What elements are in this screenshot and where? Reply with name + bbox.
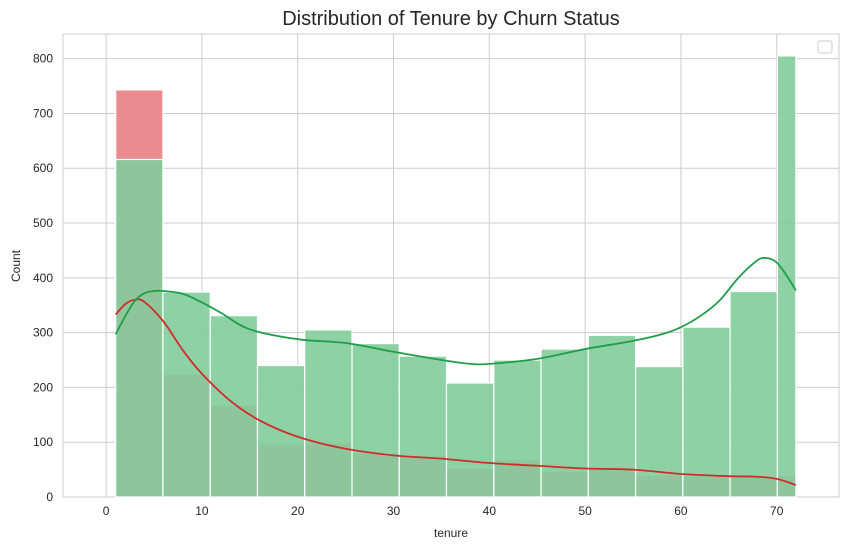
histogram-bar-series-2 [635, 365, 684, 498]
x-tick-label: 60 [674, 504, 688, 518]
y-tick-label: 300 [33, 326, 53, 340]
histogram-bar-series-2 [209, 315, 259, 498]
histogram-bar-series-2 [729, 290, 778, 498]
histogram-bar-series-2 [351, 342, 400, 498]
legend-box [817, 40, 833, 54]
y-tick-label: 600 [33, 161, 53, 175]
histogram-bar-series-2 [493, 359, 542, 498]
x-axis-label: tenure [434, 526, 468, 540]
histogram-bar-series-2 [682, 326, 731, 498]
x-tick-label: 70 [770, 504, 784, 518]
y-tick-label: 700 [33, 106, 53, 120]
y-tick-label: 200 [33, 380, 53, 394]
kde-line-series-2 [114, 256, 797, 366]
x-tick-label: 30 [387, 504, 401, 518]
histogram-bar-series-2 [587, 334, 637, 498]
histogram-bar-series-2 [398, 355, 448, 498]
y-tick-labels: 0 100 200 300 400 500 600 700 800 [33, 52, 53, 504]
bars [115, 55, 797, 498]
histogram-bar-series-2 [162, 291, 211, 498]
kde-line-series-1 [115, 298, 797, 486]
x-tick-label: 10 [195, 504, 209, 518]
histogram-bar-series-2 [540, 348, 589, 498]
y-tick-label: 100 [33, 435, 53, 449]
y-tick-label: 400 [33, 271, 53, 285]
histogram-bar-series-2 [445, 382, 495, 498]
y-axis-label: Count [9, 249, 23, 282]
y-tick-label: 0 [46, 490, 53, 504]
y-tick-label: 800 [33, 52, 53, 66]
histogram-bar-series-2 [304, 329, 353, 498]
x-tick-label: 0 [103, 504, 110, 518]
y-tick-label: 500 [33, 216, 53, 230]
x-tick-label: 50 [578, 504, 592, 518]
x-tick-labels: 0 10 20 30 40 50 60 70 [103, 504, 784, 518]
kde-curves [114, 256, 797, 486]
histogram-bar-series-2 [115, 158, 164, 498]
x-tick-label: 40 [483, 504, 497, 518]
chart-title: Distribution of Tenure by Churn Status [282, 8, 620, 30]
x-tick-label: 20 [291, 504, 305, 518]
